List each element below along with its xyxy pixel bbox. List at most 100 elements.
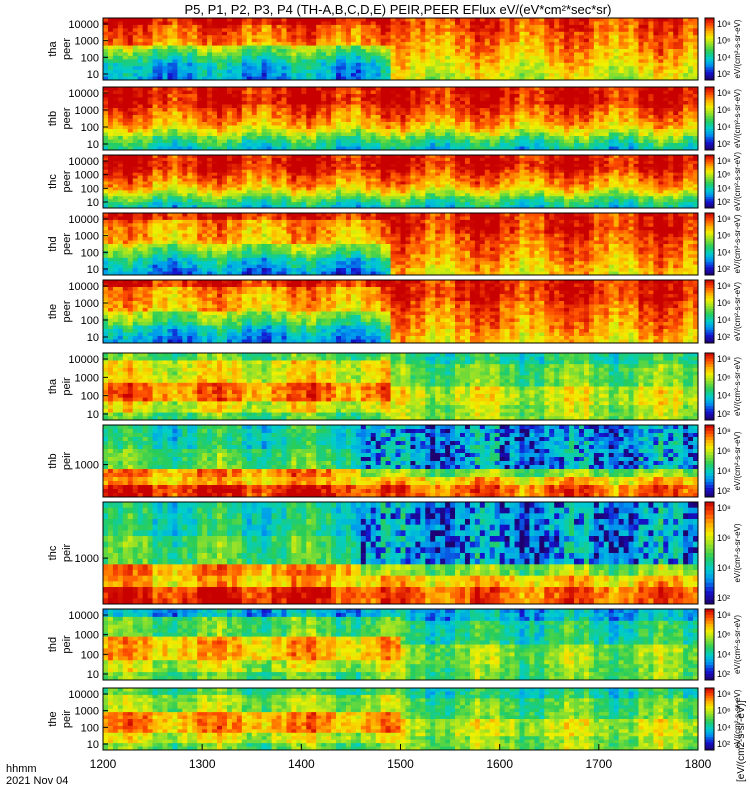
panel-frame <box>102 17 699 81</box>
colorbar-tick-label: 10² <box>717 409 730 419</box>
colorbar-tick-label: 10⁶ <box>717 446 731 456</box>
colorbar-tick-label: 10⁶ <box>717 372 731 382</box>
colorbar-tha-peir: 10² 10⁴ 10⁶ 10⁸ eV/(cm²-s-sr-eV) <box>704 352 742 421</box>
panel-the-peer: 10 100 1000 10000 the peer 10² 10⁴ 10⁶ 10⁸ eV/(cm²… <box>47 279 742 344</box>
y-tick-label: 100 <box>81 247 99 259</box>
x-tick-label: 1500 <box>387 757 414 771</box>
panel-label-instrument: peir <box>61 543 73 562</box>
colorbar-tick-label: 10² <box>717 69 730 79</box>
panel-tha-peir: 10 100 1000 10000 tha peir 10² 10⁴ 10⁶ 10⁸ eV/(cm²… <box>47 352 742 421</box>
colorbar-thb-peer: 10² 10⁴ 10⁶ 10⁸ eV/(cm²-s-sr-eV) <box>704 86 742 151</box>
y-tick-label: 10000 <box>68 610 99 622</box>
y-tick-label: 1000 <box>75 105 99 117</box>
colorbar-unit-label: eV/(cm²-s-sr-eV) <box>733 431 742 490</box>
colorbar-thc-peir: 10² 10⁴ 10⁶ 10⁸ eV/(cm²-s-sr-eV) <box>704 501 742 605</box>
x-tick-label: 1700 <box>585 757 612 771</box>
panel-frame <box>102 154 699 209</box>
y-tick-label: 100 <box>81 649 99 661</box>
colorbar-tick-label: 10⁶ <box>717 105 731 115</box>
y-tick-label: 10 <box>87 264 99 276</box>
colorbar-unit-label: eV/(cm²-s-sr-eV) <box>733 89 742 148</box>
colorbar-tick-label: 10⁸ <box>717 156 731 166</box>
panel-label-probe: thb <box>47 453 59 468</box>
colorbar-tick-label: 10⁴ <box>717 183 731 193</box>
x-tick-label: 1300 <box>189 757 216 771</box>
colorbar-tick-label: 10⁶ <box>717 36 731 46</box>
colorbar-thc-peer: 10² 10⁴ 10⁶ 10⁸ eV/(cm²-s-sr-eV) <box>704 152 742 211</box>
colorbar-tick-label: 10⁸ <box>717 354 731 364</box>
panel-label-instrument: peer <box>61 300 73 322</box>
y-tick-label: 10 <box>87 669 99 681</box>
colorbar-unit-label: eV/(cm²-s-sr-eV) <box>733 214 742 273</box>
spectrogram-tha-peer <box>103 18 699 81</box>
colorbar-unit-label: eV/(cm²-s-sr-eV) <box>733 357 742 416</box>
colorbar-tick-label: 10² <box>717 669 730 679</box>
x-tick-label: 1600 <box>486 757 513 771</box>
colorbar-unit-label: eV/(cm²-s-sr-eV) <box>733 615 742 674</box>
colorbar-tick-label: 10⁶ <box>717 630 731 640</box>
colorbar-tick-label: 10² <box>717 264 730 274</box>
panel-label-probe: tha <box>47 40 59 56</box>
colorbar-unit-label: eV/(cm²-s-sr-eV) <box>733 689 742 748</box>
colorbar-tick-label: 10⁸ <box>717 426 731 436</box>
y-tick-label: 10000 <box>68 354 99 366</box>
y-tick-label: 100 <box>81 391 99 403</box>
colorbar-tick-label: 10⁶ <box>717 298 731 308</box>
colorbar-tick-label: 10⁴ <box>717 722 731 732</box>
y-tick-label: 10 <box>87 739 99 751</box>
colorbar-tick-label: 10⁶ <box>717 533 731 543</box>
colorbar-tick-label: 10⁶ <box>717 170 731 180</box>
colorbar-unit-label: eV/(cm²-s-sr-eV) <box>733 523 742 582</box>
y-tick-label: 100 <box>81 315 99 327</box>
y-tick-label: 10 <box>87 409 99 421</box>
panel-label-probe: thc <box>47 174 59 189</box>
chart-title: P5, P1, P2, P3, P4 (TH-A,B,C,D,E) PEIR,P… <box>185 2 612 17</box>
y-tick-label: 10 <box>87 197 99 209</box>
colorbar-tick-label: 10⁴ <box>717 122 731 132</box>
colorbar-bottom-label: [eV/(cm2-s-sr-eV)] <box>736 700 747 782</box>
colorbar-the-peir: 10² 10⁴ 10⁶ 10⁸ eV/(cm²-s-sr-eV) <box>704 687 742 751</box>
y-tick-label: 100 <box>81 183 99 195</box>
y-tick-label: 10000 <box>68 156 99 168</box>
panel-frame <box>102 212 699 276</box>
panel-label-instrument: peir <box>61 709 73 728</box>
y-tick-label: 10000 <box>68 88 99 100</box>
y-tick-label: 1000 <box>75 460 99 472</box>
panel-label-probe: the <box>47 711 59 726</box>
panel-label-instrument: peer <box>61 233 73 255</box>
y-tick-label: 1000 <box>75 630 99 642</box>
panel-frame <box>102 608 699 681</box>
panel-label-probe: thb <box>47 111 59 126</box>
spectrogram-thc-peir <box>103 502 699 605</box>
colorbar-tick-label: 10⁶ <box>717 706 731 716</box>
panel-thb-peer: 10 100 1000 10000 thb peer 10² 10⁴ 10⁶ 10⁸ eV/(cm²… <box>47 86 742 151</box>
colorbar-tick-label: 10⁸ <box>717 214 731 224</box>
y-tick-label: 100 <box>81 722 99 734</box>
spectrogram-tha-peir <box>103 353 699 421</box>
panel-label-probe: the <box>47 304 59 319</box>
panel-label-instrument: peir <box>61 377 73 396</box>
panel-label-probe: tha <box>47 378 59 394</box>
panel-label-probe: thc <box>47 545 59 560</box>
panel-tha-peer: 10 100 1000 10000 tha peer 10² 10⁴ 10⁶ 10⁸ eV/(cm²… <box>47 17 742 81</box>
y-tick-label: 10 <box>87 332 99 344</box>
spectrogram-thb-peer <box>103 87 699 151</box>
spectrogram-thd-peer <box>103 213 699 276</box>
colorbar-tick-label: 10⁸ <box>717 503 731 513</box>
colorbar-thd-peer: 10² 10⁴ 10⁶ 10⁸ eV/(cm²-s-sr-eV) <box>704 212 742 276</box>
colorbar-tick-label: 10² <box>717 139 730 149</box>
y-tick-label: 1000 <box>75 231 99 243</box>
panel-label-instrument: peer <box>61 170 73 192</box>
panel-label-instrument: peer <box>61 107 73 129</box>
panel-the-peir: 10 100 1000 10000 the peir 10² 10⁴ 10⁶ 10⁸ eV/(cm²… <box>47 687 742 751</box>
y-tick-label: 10000 <box>68 281 99 293</box>
panel-thd-peir: 10 100 1000 10000 thd peir 10² 10⁴ 10⁶ 10⁸ eV/(cm²… <box>47 608 742 681</box>
colorbar-tick-label: 10⁸ <box>717 689 731 699</box>
x-axis-label-date: 2021 Nov 04 <box>6 775 68 787</box>
colorbar-tick-label: 10⁶ <box>717 231 731 241</box>
y-tick-label: 1000 <box>75 372 99 384</box>
